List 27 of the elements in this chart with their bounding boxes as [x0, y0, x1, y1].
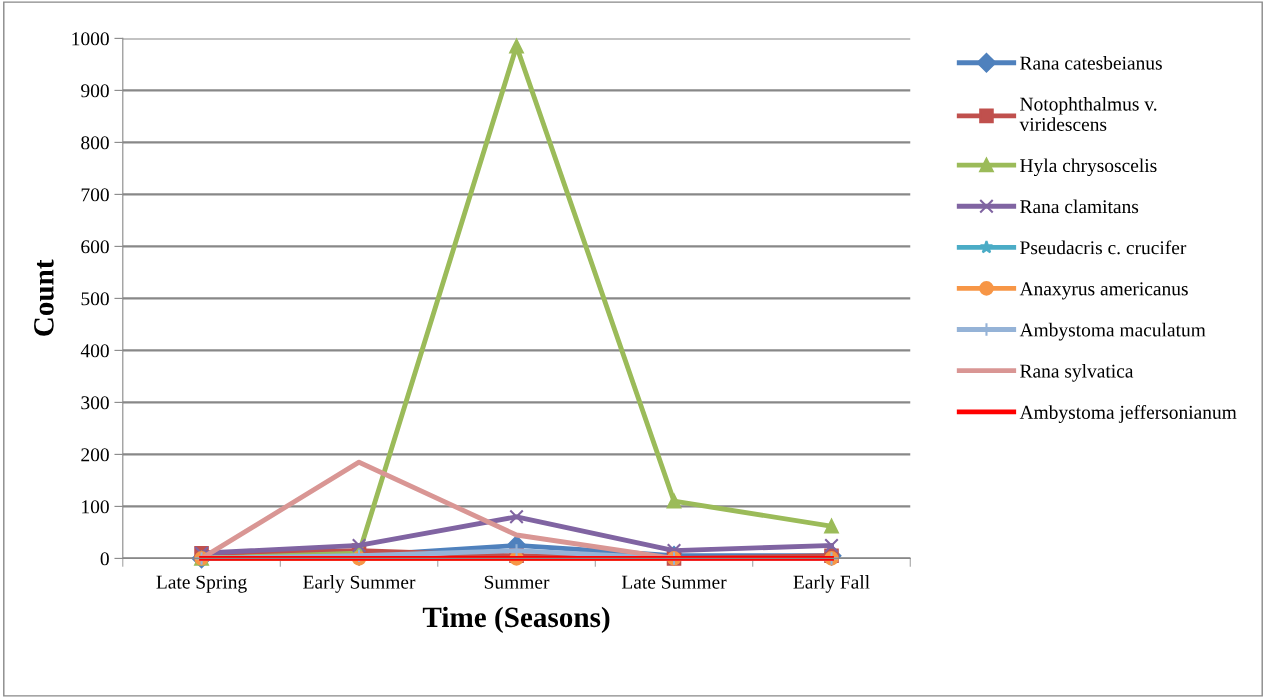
x-axis-title: Time (Seasons) [422, 606, 610, 634]
legend-label: Rana catesbeianus [1020, 56, 1162, 70]
x-tick-label: Summer [484, 575, 550, 589]
y-tick-label: 700 [81, 188, 109, 202]
legend-label: Ambystoma jeffersonianum [1019, 405, 1237, 423]
y-tick-label: 300 [81, 396, 109, 410]
x-tick-label: Early Fall [793, 575, 870, 593]
legend-label: Hyla chrysoscelis [1020, 158, 1157, 177]
y-tick-label: 0 [100, 552, 109, 566]
y-axis-title: Count [34, 259, 54, 336]
y-tick-label: 600 [81, 240, 109, 254]
y-tick-label: 1000 [72, 32, 109, 46]
legend-label: Pseudacris c. crucifer [1020, 240, 1187, 255]
y-tick-label: 800 [81, 136, 109, 150]
x-tick-label: Early Summer [303, 575, 416, 593]
legend-label: Notophthalmus v. viridescens [1019, 96, 1157, 131]
x-tick-label: Late Summer [621, 575, 727, 589]
y-tick-label: 200 [81, 448, 109, 462]
y-tick-label: 500 [81, 292, 109, 306]
legend-label: Ambystoma maculatum [1019, 322, 1206, 341]
legend-label: Rana clamitans [1020, 199, 1139, 214]
legend-label: Rana sylvatica [1020, 363, 1134, 382]
y-tick-label: 100 [82, 500, 109, 514]
x-tick-label: Late Spring [156, 575, 247, 593]
y-tick-label: 900 [81, 84, 109, 98]
y-tick-label: 400 [80, 344, 109, 358]
legend-label: Anaxyrus americanus [1019, 282, 1188, 300]
